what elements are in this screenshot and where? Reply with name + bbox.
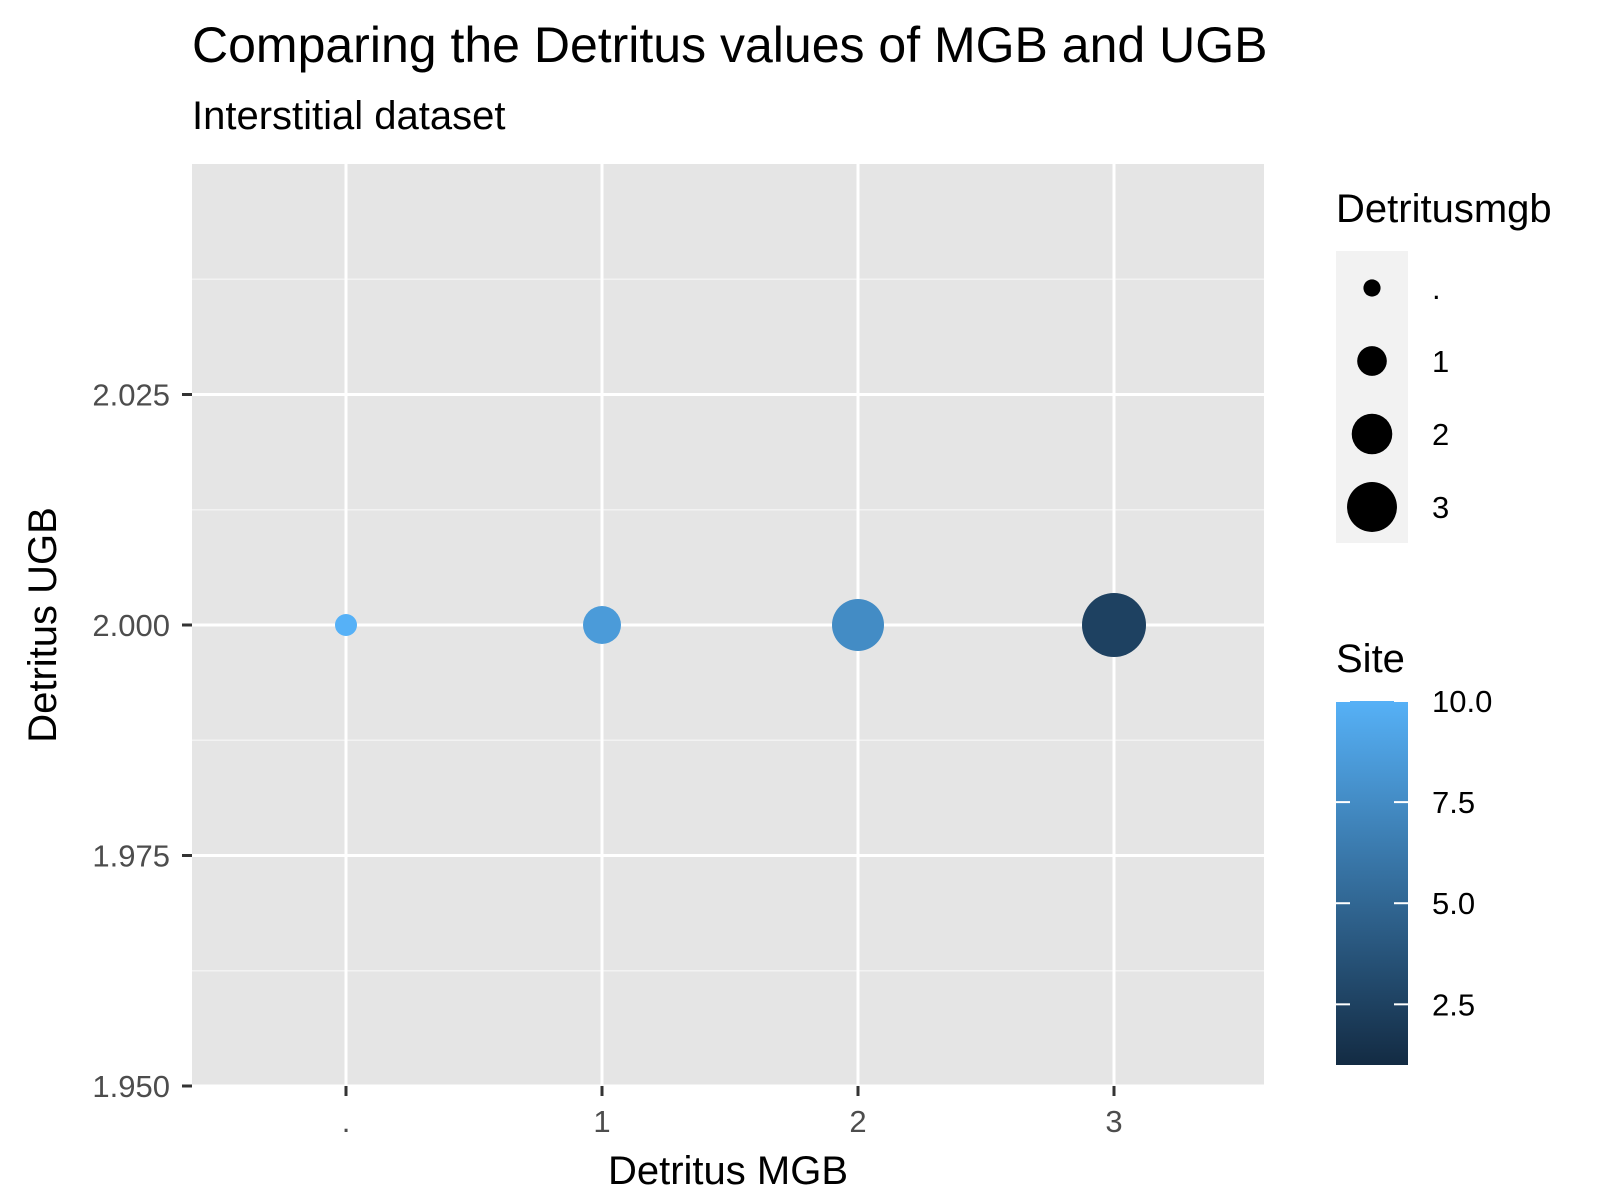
size-legend: . 1 2 3: [1347, 271, 1449, 532]
y-axis: 1.950 1.975 2.000 2.025: [92, 378, 192, 1104]
x-tick-label: .: [342, 1104, 351, 1139]
size-legend-key: [1347, 482, 1397, 532]
x-tick-label: 2: [849, 1104, 866, 1139]
x-tick-label: 3: [1105, 1104, 1122, 1139]
color-legend-label: 7.5: [1432, 785, 1475, 820]
x-tick-label: 1: [593, 1104, 610, 1139]
data-point: [335, 614, 357, 636]
size-legend-key: [1357, 346, 1387, 376]
x-axis-title: Detritus MGB: [608, 1149, 848, 1193]
color-legend-label: 10.0: [1432, 684, 1492, 719]
y-tick-label: 2.000: [92, 608, 170, 643]
size-legend-label: 1: [1432, 344, 1449, 379]
data-point: [583, 606, 621, 644]
chart-title: Comparing the Detritus values of MGB and…: [192, 17, 1268, 73]
color-legend-label: 2.5: [1432, 987, 1475, 1022]
color-bar: [1336, 701, 1408, 1065]
data-points: [335, 593, 1146, 657]
size-legend-label: 3: [1432, 490, 1449, 525]
size-legend-title: Detritusmgb: [1336, 187, 1552, 231]
data-point: [832, 599, 884, 651]
data-point: [1082, 593, 1146, 657]
minor-gridlines: [192, 278, 1264, 972]
size-legend-key: [1363, 279, 1381, 297]
color-legend-title: Site: [1336, 637, 1405, 681]
y-axis-title: Detritus UGB: [21, 507, 65, 743]
y-tick-label: 2.025: [92, 378, 170, 413]
size-legend-label: .: [1432, 271, 1441, 306]
color-legend-label: 5.0: [1432, 886, 1475, 921]
color-legend-ticks: 10.0 7.5 5.0 2.5: [1336, 684, 1492, 1022]
y-tick-label: 1.950: [92, 1069, 170, 1104]
chart-subtitle: Interstitial dataset: [192, 94, 506, 138]
size-legend-label: 2: [1432, 417, 1449, 452]
size-legend-key: [1351, 413, 1393, 455]
y-tick-label: 1.975: [92, 839, 170, 874]
x-axis: . 1 2 3: [342, 1086, 1123, 1139]
